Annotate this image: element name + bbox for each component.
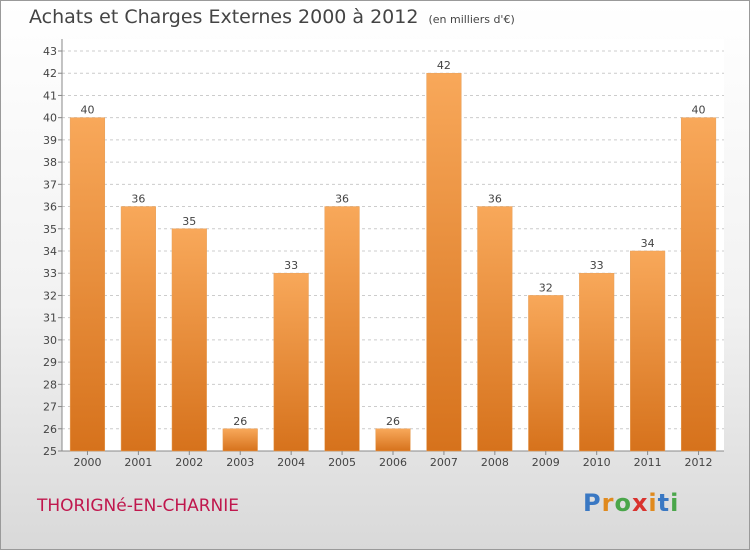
data-label: 42: [437, 59, 451, 72]
y-tick-label: 29: [43, 356, 57, 369]
bar-2004: [273, 272, 309, 452]
logo-letter: i: [648, 489, 658, 517]
logo-letter: x: [631, 489, 649, 517]
y-tick-label: 32: [43, 289, 57, 302]
y-tick-label: 28: [43, 378, 57, 391]
y-tick-label: 31: [43, 312, 57, 325]
data-label: 40: [80, 104, 94, 117]
chart-title: Achats et Charges Externes 2000 à 2012 (e…: [29, 6, 515, 28]
bar-2011: [630, 250, 666, 452]
data-label: 33: [284, 259, 298, 272]
bar-2007: [426, 72, 462, 452]
x-tick-label: 2005: [328, 456, 356, 469]
data-label: 26: [386, 415, 400, 428]
x-tick-label: 2003: [226, 456, 254, 469]
data-label: 40: [692, 104, 706, 117]
bar-2002: [171, 228, 207, 452]
y-tick-label: 34: [43, 245, 57, 258]
data-label: 33: [590, 259, 604, 272]
proxiti-logo: Proxiti: [583, 489, 679, 517]
data-label: 36: [335, 193, 349, 206]
y-tick-label: 43: [43, 45, 57, 58]
x-tick-label: 2002: [175, 456, 203, 469]
y-tick-label: 35: [43, 223, 57, 236]
y-tick-label: 36: [43, 201, 57, 214]
x-tick-label: 2001: [124, 456, 152, 469]
logo-letter: P: [583, 489, 602, 517]
x-tick-label: 2010: [583, 456, 611, 469]
bar-2009: [528, 295, 564, 452]
title-text: Achats et Charges Externes 2000 à 2012: [29, 6, 419, 28]
bar-2003: [222, 428, 258, 452]
bar-2005: [324, 206, 360, 452]
plot-area: [62, 39, 724, 451]
bar-2010: [579, 272, 615, 452]
data-label: 26: [233, 415, 247, 428]
data-label: 36: [131, 193, 145, 206]
y-tick-label: 38: [43, 156, 57, 169]
data-label: 32: [539, 281, 553, 294]
y-tick-label: 25: [43, 445, 57, 458]
logo-letter: r: [601, 489, 615, 517]
data-label: 36: [488, 193, 502, 206]
y-tick-label: 40: [43, 112, 57, 125]
x-tick-label: 2012: [685, 456, 713, 469]
bar-2000: [69, 117, 106, 452]
y-tick-label: 27: [43, 401, 57, 414]
data-label: 35: [182, 215, 196, 228]
logo-letter: t: [657, 489, 671, 517]
x-tick-label: 2006: [379, 456, 407, 469]
y-tick-label: 26: [43, 423, 57, 436]
x-tick-label: 2000: [73, 456, 101, 469]
y-tick-label: 33: [43, 267, 57, 280]
y-tick-label: 39: [43, 134, 57, 147]
unit-label: (en milliers d'€): [428, 13, 515, 26]
y-tick-label: 41: [43, 89, 57, 102]
bar-2006: [375, 428, 411, 452]
bar-2008: [477, 206, 513, 452]
x-tick-label: 2004: [277, 456, 305, 469]
x-tick-label: 2011: [634, 456, 662, 469]
bar-2001: [120, 206, 156, 452]
x-tick-label: 2008: [481, 456, 509, 469]
y-tick-label: 42: [43, 67, 57, 80]
commune-name: THORIGNé-EN-CHARNIE: [37, 496, 240, 516]
x-tick-label: 2007: [430, 456, 458, 469]
logo-letter: i: [670, 489, 680, 517]
y-tick-label: 37: [43, 178, 57, 191]
logo-letter: o: [614, 489, 632, 517]
x-tick-label: 2009: [532, 456, 560, 469]
data-label: 34: [641, 237, 655, 250]
y-tick-label: 30: [43, 334, 57, 347]
bar-2012: [680, 117, 717, 452]
